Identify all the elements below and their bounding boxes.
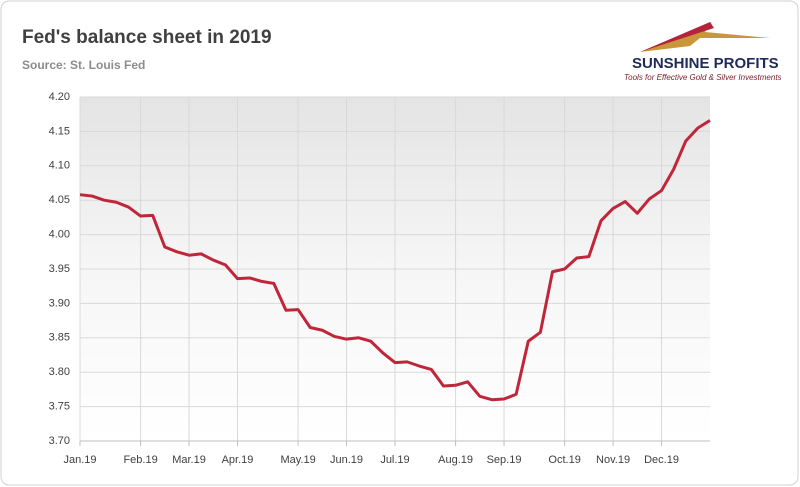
y-tick-label: 3.90 — [49, 297, 70, 309]
x-tick-label: Mar.19 — [172, 454, 206, 466]
y-tick-label: 4.05 — [49, 194, 70, 206]
x-tick-label: Feb.19 — [123, 454, 157, 466]
y-tick-label: 4.20 — [49, 91, 70, 103]
x-tick-label: Jul.19 — [380, 454, 409, 466]
data-line — [79, 119, 711, 402]
logo-mark — [640, 22, 714, 52]
logo-text: SUNSHINE PROFITS — [632, 55, 779, 72]
y-tick-label: 3.80 — [49, 366, 70, 378]
x-tick-label: Sep.19 — [487, 454, 522, 466]
x-tick-label: Aug.19 — [438, 454, 473, 466]
y-tick-label: 4.15 — [49, 125, 70, 137]
x-tick-label: May.19 — [280, 454, 315, 466]
y-tick-label: 3.95 — [49, 263, 70, 275]
x-tick-label: Nov.19 — [596, 454, 630, 466]
y-tick-label: 3.85 — [49, 332, 70, 344]
chart-title: Fed's balance sheet in 2019 — [22, 27, 272, 48]
logo-mark — [640, 22, 770, 52]
y-tick-label: 3.75 — [49, 401, 70, 413]
x-tick-label: Dec.19 — [644, 454, 679, 466]
x-tick-label: Apr.19 — [222, 454, 254, 466]
x-tick-label: Jan.19 — [63, 454, 96, 466]
y-tick-label: 4.10 — [49, 160, 70, 172]
y-tick-label: 3.70 — [49, 435, 70, 447]
x-tick-label: Jun.19 — [330, 454, 363, 466]
y-tick-label: 4.00 — [49, 229, 70, 241]
x-tick-label: Oct.19 — [548, 454, 580, 466]
chart-subtitle: Source: St. Louis Fed — [22, 58, 145, 72]
logo-tagline: Tools for Effective Gold & Silver Invest… — [624, 73, 782, 82]
